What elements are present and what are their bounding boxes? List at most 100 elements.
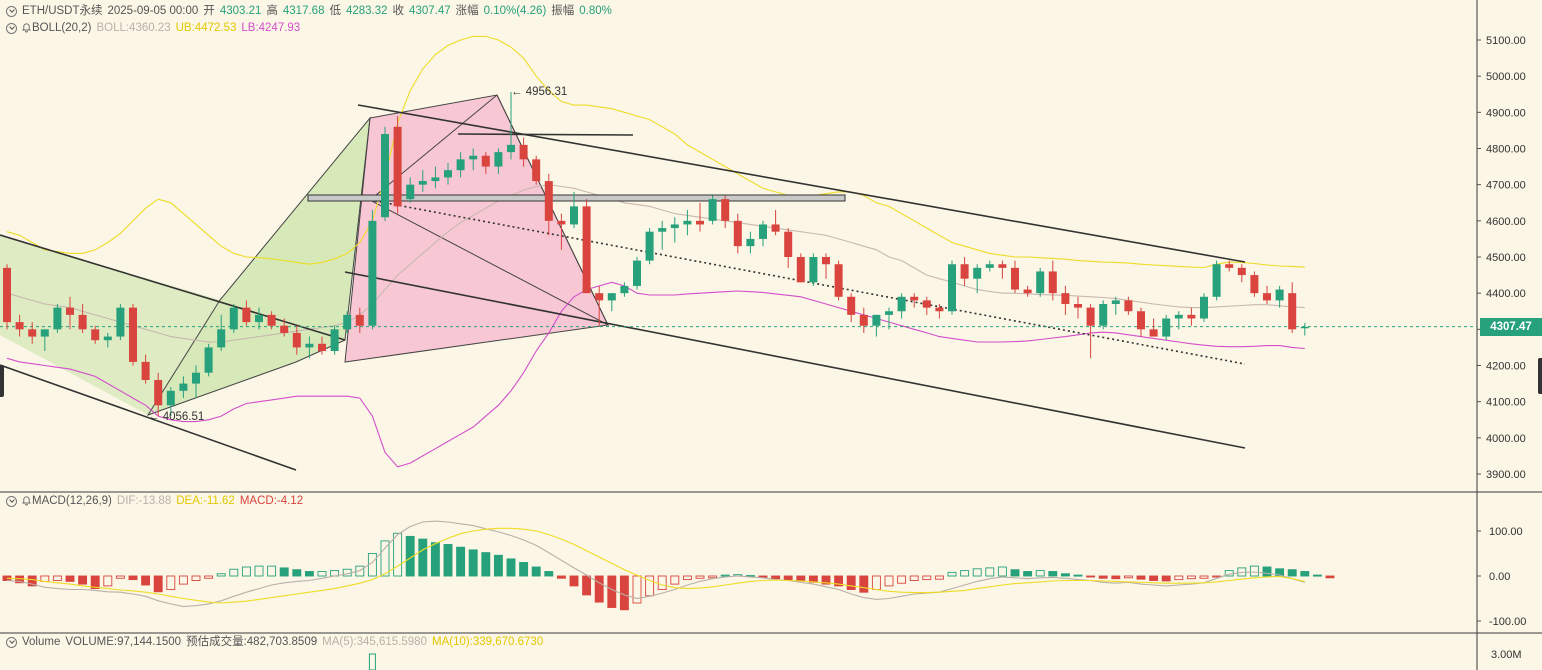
macd-bar [519,562,529,577]
candle-body [670,224,679,229]
candle-body [645,231,654,261]
macd-bar [682,575,692,581]
price-tick-label: 4100.00 [1486,397,1526,409]
macd-dea-line [6,527,1305,604]
candle-body [456,159,465,171]
macd-bar [267,565,277,577]
candle-body [1250,275,1259,294]
candle-body [759,224,767,239]
candle-body [746,238,755,247]
collapse-chevron-icon[interactable] [6,636,17,648]
candle-body [859,314,868,326]
alert-bell-icon[interactable] [22,496,31,506]
macd-bar [506,558,516,577]
candle-body [897,296,906,312]
candle-body [1237,267,1246,276]
macd-bar [796,575,806,581]
collapse-chevron-icon[interactable] [6,22,17,34]
dotted-trend-line [369,199,1246,365]
macd-bar [65,575,75,582]
candle-body [1023,289,1032,294]
candle-body [229,307,238,330]
candle-body [557,220,566,225]
candle-body [532,159,541,182]
macd-tick-label: 0.00 [1489,571,1510,583]
collapse-chevron-icon[interactable] [6,5,17,17]
alert-bell-icon[interactable] [22,23,31,33]
candle-body [784,231,793,257]
macd-bar [90,575,100,590]
macd-bar [695,575,705,579]
macd-dea-value: DEA:-11.62 [176,495,235,507]
candle-body [519,144,528,160]
macd-bar [783,575,793,581]
amplitude-value: 0.80% [579,5,612,17]
macd-bar [153,575,163,593]
boll-legend: BOLL(20,2) BOLL:4360.23 UB:4472.53 LB:42… [6,21,300,35]
macd-bar [1174,575,1184,581]
candle-body [393,126,402,207]
collapse-chevron-icon[interactable] [6,495,17,507]
left-scroll-handle[interactable] [0,365,4,397]
macd-bar [1149,575,1159,581]
candle-body [1099,304,1108,326]
candle-body [40,329,49,337]
current-price-tag: 4307.47 [1480,318,1542,336]
macd-bar [1262,566,1272,577]
candle-body [154,379,163,406]
candle-body [1149,329,1158,337]
candle-body [53,307,62,330]
candle-body [834,264,843,297]
macd-bar [1123,575,1133,579]
close-label: 收 [392,5,405,17]
macd-bar [821,575,831,585]
candle-body [1111,300,1120,305]
price-tick-label: 4800.00 [1486,144,1526,156]
macd-bar [884,575,894,587]
candle-body [1200,296,1208,319]
macd-bar [1161,575,1171,582]
candle-body [721,199,730,221]
macd-tick-label: 100.00 [1489,526,1523,538]
macd-tick-label: -100.00 [1489,616,1526,628]
low-price-annotation: ← 4056.51 [148,411,204,423]
macd-bar [393,532,403,577]
macd-bar [922,575,932,581]
macd-bar [569,575,579,587]
resistance-line [457,133,634,136]
candle-body [242,307,251,323]
macd-name: MACD(12,26,9) [32,495,112,507]
macd-bar [607,575,617,608]
volume-ma10: MA(10):339,670.6730 [431,636,544,648]
macd-bar [493,554,503,577]
candle-body [91,329,100,341]
candle-body [15,322,24,330]
volume-name: Volume [22,636,61,648]
macd-bar [254,565,264,577]
low-value: 4283.32 [345,5,388,17]
macd-bar [1249,565,1259,577]
candle-body [847,296,856,315]
volume-legend: Volume VOLUME:97,144.1500 预估成交量:482,703.… [6,635,543,649]
high-label: 高 [266,5,278,17]
macd-bar [1035,570,1045,577]
macd-bar [897,575,907,584]
right-scroll-handle[interactable] [1538,358,1542,394]
macd-bar [430,542,440,577]
macd-bar [27,575,37,587]
candle-body [708,199,717,221]
boll-name: BOLL(20,2) [32,22,92,34]
close-value: 4307.47 [409,5,451,17]
candle-body [481,155,490,167]
candle-body [1275,289,1284,301]
candle-body [658,228,667,232]
macd-bar [292,569,302,577]
macd-bar [657,575,667,590]
macd-bar [871,575,881,590]
macd-bar [1136,575,1146,580]
macd-bar [78,575,88,585]
macd-bar [997,566,1007,577]
candle-body [355,314,364,326]
candle-body [922,300,931,308]
